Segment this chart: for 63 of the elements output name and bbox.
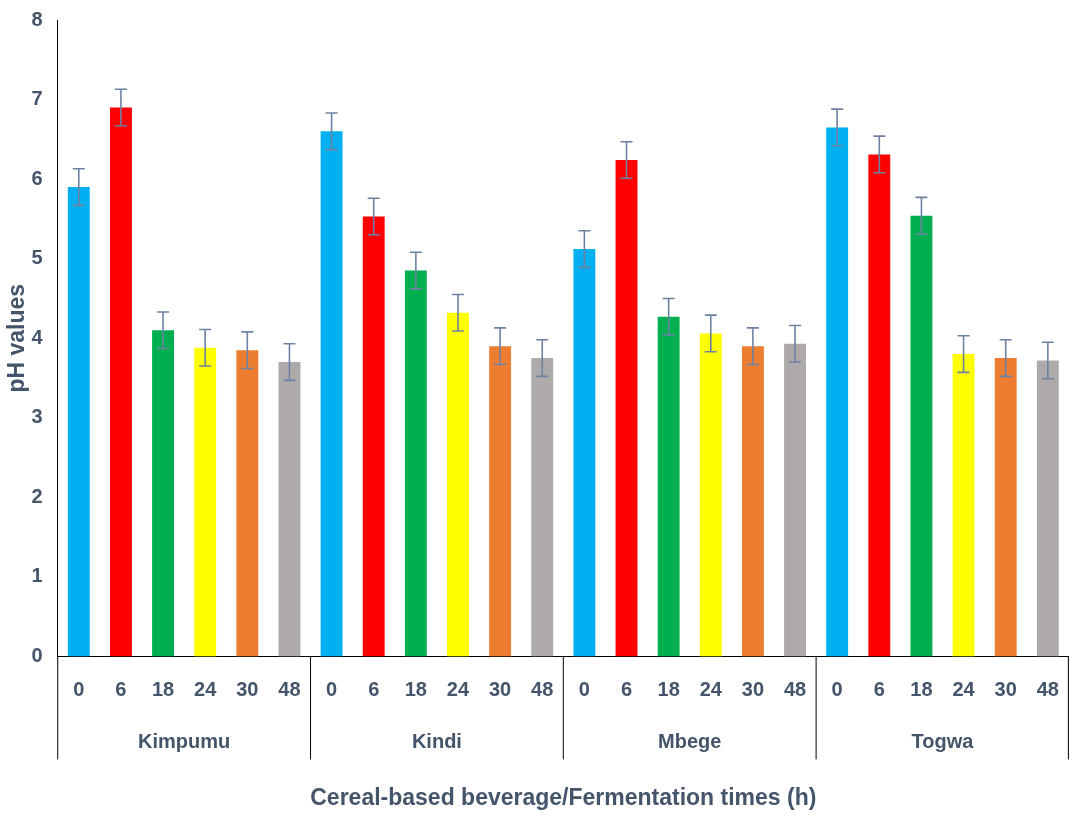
- x-tick-label: 30: [741, 677, 765, 700]
- x-tick-label: 6: [368, 677, 380, 700]
- bar: [699, 333, 722, 657]
- x-tick-label: 18: [910, 677, 933, 700]
- x-tick-label: 24: [446, 677, 470, 700]
- bar: [489, 346, 512, 657]
- bar: [194, 347, 217, 657]
- x-tick-label: 18: [404, 677, 427, 700]
- bar: [952, 354, 975, 657]
- bar: [868, 154, 891, 657]
- x-tick-label: 24: [952, 677, 976, 700]
- y-tick-label: 0: [31, 643, 43, 666]
- bar: [109, 107, 132, 657]
- x-tick-label: 24: [194, 677, 218, 700]
- bar: [320, 131, 343, 657]
- y-tick-label: 2: [31, 484, 43, 507]
- text: Kindi: [411, 729, 462, 752]
- x-tick-label: 0: [326, 677, 338, 700]
- y-tick-label: 3: [31, 405, 43, 428]
- bar: [152, 330, 175, 657]
- bar: [657, 316, 680, 657]
- bar: [404, 270, 427, 657]
- x-tick-label: 30: [488, 677, 512, 700]
- bar: [615, 160, 638, 657]
- bar: [531, 358, 554, 657]
- x-tick-label: 0: [831, 677, 843, 700]
- bar: [994, 358, 1017, 657]
- text: Togwa: [911, 729, 975, 752]
- text: Kimpumu: [138, 729, 231, 752]
- bar: [447, 312, 469, 657]
- x-tick-label: 48: [783, 677, 807, 700]
- x-tick-label: 30: [236, 677, 259, 700]
- text: Mbege: [658, 729, 722, 752]
- x-tick-label: 0: [73, 677, 85, 700]
- y-tick-label: 1: [31, 564, 43, 587]
- bar: [910, 215, 933, 657]
- x-tick-label: 6: [620, 677, 633, 700]
- bar: [573, 249, 596, 657]
- x-tick-label: 6: [873, 677, 885, 700]
- bar: [741, 346, 764, 657]
- x-tick-label: 18: [657, 677, 680, 700]
- x-tick-label: 24: [699, 677, 723, 700]
- bar: [826, 127, 849, 657]
- x-tick-label: 48: [1036, 677, 1059, 700]
- bar: [67, 187, 90, 657]
- bar: [236, 350, 259, 657]
- x-tick-label: 18: [151, 677, 175, 700]
- y-tick-label: 8: [31, 7, 43, 30]
- x-tick-label: 48: [278, 677, 301, 700]
- y-tick-label: 5: [31, 246, 43, 269]
- bar: [278, 362, 301, 657]
- y-tick-label: 4: [31, 325, 44, 348]
- y-tick-label: 6: [31, 166, 43, 189]
- x-tick-label: 0: [578, 677, 590, 700]
- x-tick-label: 30: [994, 677, 1017, 700]
- y-axis-title: pH values: [3, 283, 30, 393]
- bar: [362, 216, 385, 657]
- bar: [1036, 360, 1059, 657]
- y-tick-label: 7: [31, 87, 43, 110]
- x-axis-title: Cereal-based beverage/Fermentation times (h): [310, 783, 817, 810]
- bar: [784, 343, 806, 657]
- x-tick-label: 48: [531, 677, 554, 700]
- x-tick-label: 6: [115, 677, 127, 700]
